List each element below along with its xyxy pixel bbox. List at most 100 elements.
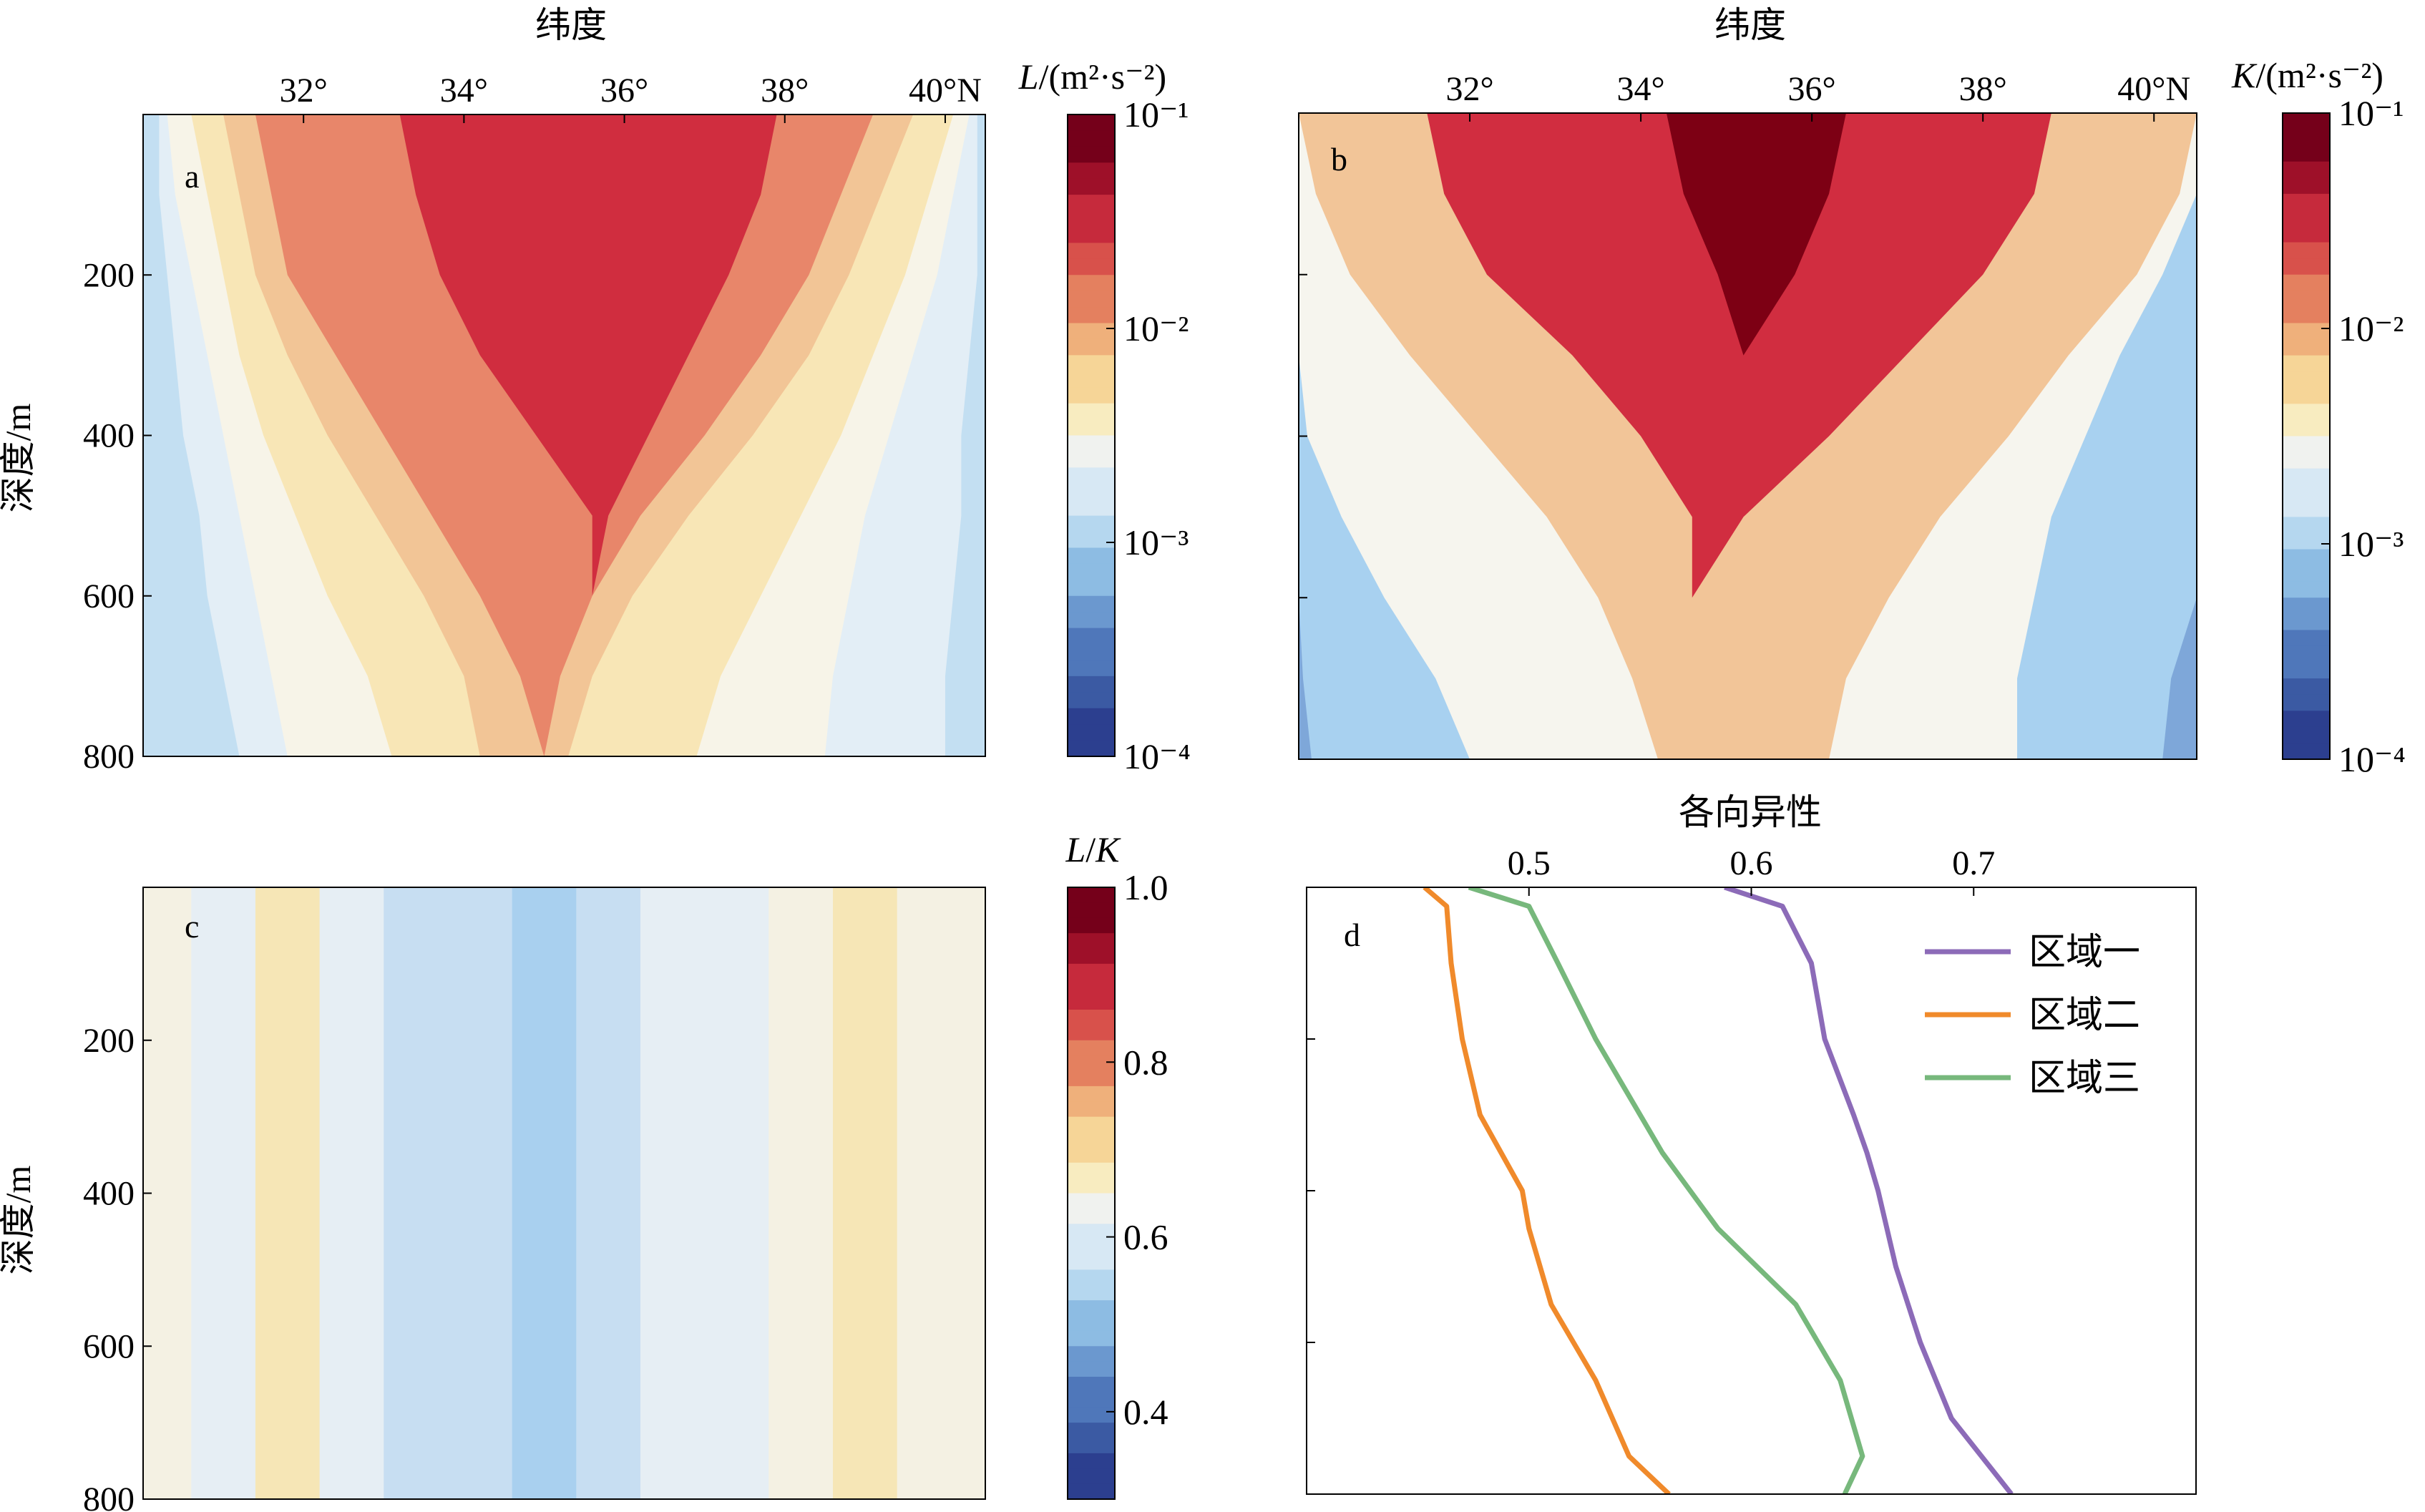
colorbar-tick-label: 10⁻⁴ (1123, 736, 1191, 776)
colorbar-swatch (1068, 114, 1115, 132)
colorbar-swatch (2283, 145, 2330, 162)
x-tick-label: 34° (440, 72, 488, 109)
colorbar-tick-label: 10⁻² (1123, 308, 1189, 348)
colorbar-swatch (1068, 708, 1115, 726)
colorbar-swatch (1068, 740, 1115, 757)
colorbar-swatch (2283, 371, 2330, 389)
colorbar-swatch (2283, 210, 2330, 228)
series-line-2 (1423, 887, 1671, 1494)
series-line-3 (1468, 887, 1865, 1494)
panel-c-band (512, 887, 577, 1499)
colorbar-swatch (1068, 338, 1115, 356)
panel-c: 200 400 600 800 深度/m c (0, 887, 986, 1512)
x-tick-label: 0.6 (1730, 844, 1773, 882)
colorbar-swatch (1068, 1483, 1115, 1500)
colorbar-swatch (1068, 1070, 1115, 1087)
x-tick-label: 0.5 (1508, 844, 1551, 882)
colorbar-swatch (1068, 628, 1115, 645)
colorbar-swatch (2283, 258, 2330, 275)
y-tick-label: 200 (83, 1022, 135, 1060)
panel-c-band (640, 887, 706, 1499)
colorbar-swatch (1068, 1147, 1115, 1164)
colorbar-frame (1067, 114, 1116, 757)
colorbar-swatch (2283, 291, 2330, 308)
colorbar-swatch (1068, 515, 1115, 533)
colorbar-swatch (2283, 129, 2330, 147)
colorbar-swatch (2283, 645, 2330, 663)
colorbar-swatch (1068, 243, 1115, 260)
colorbar-swatch (1068, 948, 1115, 965)
colorbar-swatch (2283, 484, 2330, 502)
colorbar-tick-label: 10⁻² (2338, 308, 2404, 348)
x-tick-label: 0.7 (1952, 844, 1995, 882)
colorbar-c: 1.0 0.8 0.6 0.4 L/K (1065, 829, 1168, 1500)
y-tick-label: 600 (83, 1327, 135, 1365)
colorbar-swatch (2283, 242, 2330, 260)
panel-b-y-tick-marks (1299, 273, 1307, 760)
colorbar-swatch (2283, 404, 2330, 421)
colorbar-frame (2282, 112, 2331, 760)
x-tick-label: 32° (280, 72, 328, 109)
colorbar-title: L/K (1065, 829, 1121, 869)
colorbar-swatch (1068, 258, 1115, 276)
panel-b-x-ticks: 32° 34° 36° 38° 40°N (1445, 70, 2190, 122)
colorbar-swatch (1068, 580, 1115, 597)
panel-c-band (255, 887, 321, 1499)
colorbar-frame (1067, 887, 1116, 1500)
colorbar-swatch (2283, 726, 2330, 744)
colorbar-title: L/(m²·s⁻²) (1018, 57, 1166, 97)
colorbar-tick-label: 0.8 (1123, 1042, 1168, 1082)
colorbar-swatch (1068, 419, 1115, 436)
colorbar-swatch (1068, 226, 1115, 244)
colorbar-swatch (1068, 499, 1115, 517)
panel-d-y-tick-marks (1307, 1038, 1315, 1495)
panel-c-band (447, 887, 513, 1499)
colorbar-swatch (1068, 1010, 1115, 1026)
y-tick-label: 800 (83, 738, 135, 776)
colorbar-swatch (1068, 612, 1115, 629)
panel-c-y-ticks: 200 400 600 800 (83, 1022, 152, 1512)
legend-label-3: 区域三 (2029, 1058, 2140, 1099)
colorbar-swatch (1068, 644, 1115, 661)
x-tick-label: 32° (1445, 70, 1493, 108)
y-tick-label: 400 (83, 417, 135, 455)
colorbar-swatch (1068, 130, 1115, 147)
colorbar-swatch (2283, 419, 2330, 437)
panel-c-band (957, 887, 985, 1499)
colorbar-swatch (1068, 724, 1115, 741)
y-tick-label: 600 (83, 577, 135, 615)
colorbar-swatch (1068, 1055, 1115, 1072)
panel-c-band (769, 887, 834, 1499)
colorbar-swatch (1068, 1116, 1115, 1133)
panel-c-band (384, 887, 449, 1499)
colorbar-swatch (1068, 1438, 1115, 1454)
colorbar-swatch (1068, 963, 1115, 980)
colorbar-swatch (1068, 1040, 1115, 1057)
y-tick-label: 200 (83, 256, 135, 294)
colorbar-swatch (2283, 452, 2330, 469)
colorbar-swatch (2283, 694, 2330, 712)
x-tick-label: 40°N (2117, 70, 2190, 108)
colorbar-swatch (1068, 1224, 1115, 1240)
colorbar-swatch (1068, 1132, 1115, 1148)
colorbar-swatch (1068, 210, 1115, 228)
colorbar-swatch (2283, 226, 2330, 243)
colorbar-swatch (2283, 565, 2330, 582)
colorbar-swatch (1068, 1300, 1115, 1317)
colorbar-swatch (1068, 917, 1115, 935)
panel-b-top-axis-title: 纬度 (1714, 5, 1786, 45)
series-line-1 (1724, 887, 2014, 1494)
colorbar-swatch (2283, 323, 2330, 341)
colorbar-swatch (2283, 517, 2330, 534)
colorbar-title: K/(m²·s⁻²) (2231, 55, 2383, 95)
colorbar-swatch (1068, 451, 1115, 469)
panel-a: 纬度 32° 34° 36° 38° 40°N 200 400 600 800 深度/m a (0, 5, 986, 776)
colorbar-swatch (2283, 549, 2330, 567)
panel-c-band (704, 887, 770, 1499)
colorbar-swatch (1068, 1254, 1115, 1271)
colorbar-swatch (1068, 146, 1115, 164)
colorbar-swatch (1068, 178, 1115, 196)
panel-c-band (897, 887, 958, 1499)
